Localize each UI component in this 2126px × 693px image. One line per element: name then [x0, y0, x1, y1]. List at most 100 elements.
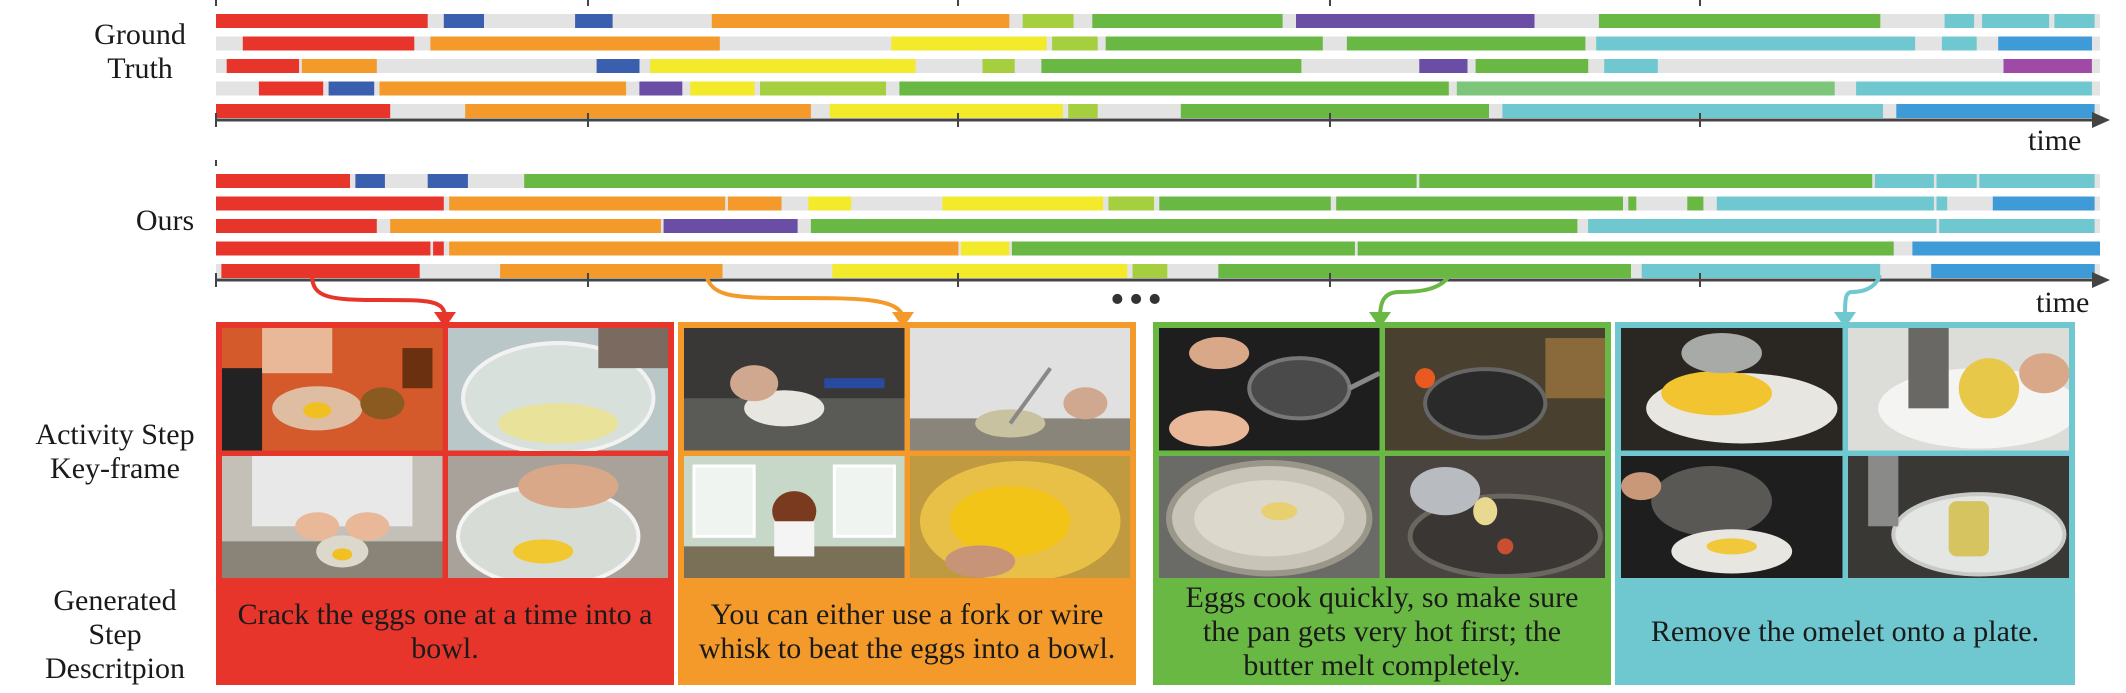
ground-truth-segment-yellow: [690, 81, 755, 96]
ground-truth-segment-blue: [443, 14, 484, 28]
step-connector-arrows: [310, 273, 1882, 328]
ground-truth-segment-magenta: [2003, 59, 2092, 73]
ground-truth-segment-blue: [575, 14, 613, 28]
ours-segment-green: [810, 219, 1578, 233]
ours-segment-green: [1159, 196, 1331, 211]
ours-segment-orange: [449, 241, 959, 256]
ours-segment-blue: [355, 174, 385, 188]
ours-segment-lime: [1108, 196, 1154, 211]
ours-segment-yellow: [942, 196, 1104, 211]
step-panel-beat-eggs: You can either use a fork or wire whisk …: [678, 322, 1136, 685]
description-label: Generated Step Descritpion: [20, 584, 210, 686]
ground-truth-rows: [216, 14, 2100, 118]
ground-truth-segment-purple: [639, 81, 683, 96]
ours-segment-red: [216, 196, 444, 211]
keyframe-grid: [1159, 328, 1605, 578]
keyframe-image: [447, 455, 668, 578]
step-description: Eggs cook quickly, so make sure the pan …: [1185, 580, 1579, 682]
ground-truth-segment-green: [1041, 59, 1302, 73]
ours-segment-teal: [1716, 196, 1934, 211]
time-label-top: time: [2028, 124, 2081, 157]
ground-truth-segment-skyblue: [1896, 104, 2095, 118]
description-label-line2: Step: [88, 618, 142, 651]
ground-truth-segment-orange: [465, 104, 811, 118]
ground-truth-segment-teal: [2054, 14, 2095, 28]
ours-segment-yellow: [832, 264, 1128, 278]
ours-rows: [216, 174, 2100, 278]
step-panel-crack-eggs: Crack the eggs one at a time into a bowl…: [216, 322, 674, 685]
ground-truth-segment-teal: [1941, 36, 1977, 51]
ours-segment-skyblue: [1992, 196, 2095, 211]
keyframe-image: [222, 455, 443, 578]
ground-truth-segment-yellow: [829, 104, 1063, 118]
keyframe-image: [909, 328, 1130, 451]
ours-segment-skyblue: [1912, 241, 2100, 256]
segmentation-timelines: time time: [215, 0, 2110, 328]
ground-truth-segment-green: [1180, 104, 1489, 118]
ground-truth-segment-lightgreen: [1456, 81, 1835, 96]
ground-truth-segment-orange: [430, 36, 720, 51]
ours-segment-green: [1218, 264, 1631, 278]
keyframe-label-line2: Key-frame: [50, 452, 180, 485]
ground-truth-label-line1: Ground: [94, 18, 186, 51]
ours-segment-green: [524, 174, 1417, 188]
ground-truth-segment-blue: [328, 81, 375, 96]
ours-segment-teal: [1979, 174, 2095, 188]
ours-segment-green: [1011, 241, 1355, 256]
keyframe-grid: [1621, 328, 2069, 578]
ground-truth-segment-red: [226, 59, 300, 73]
ours-segment-skyblue: [1931, 264, 2095, 278]
ground-truth-segment-teal: [1502, 104, 1883, 118]
ground-truth-segment-green: [1598, 14, 1881, 28]
keyframe-image: [909, 455, 1130, 578]
step-description: You can either use a fork or wire whisk …: [698, 597, 1116, 665]
keyframe-image: [1621, 328, 1843, 451]
step-description: Crack the eggs one at a time into a bowl…: [237, 597, 653, 665]
ground-truth-segment-green: [899, 81, 1449, 96]
time-label-bottom: time: [2036, 286, 2089, 319]
ours-segment-lime: [1132, 264, 1168, 278]
keyframe-image: [1384, 455, 1605, 578]
ground-truth-segment-teal: [1944, 14, 1975, 28]
ground-truth-segment-green: [1105, 36, 1323, 51]
ground-truth-segment-orange: [379, 81, 627, 96]
ground-truth-segment-teal: [1604, 59, 1658, 73]
time-axis-bottom: [215, 160, 2110, 288]
keyframe-label: Activity Step Key-frame: [10, 418, 220, 486]
ground-truth-segment-lime: [760, 81, 886, 96]
ground-truth-segment-lime: [1052, 36, 1098, 51]
step-panel-plate-omelet: Remove the omelet onto a plate.: [1615, 322, 2075, 685]
keyframe-image: [222, 328, 443, 451]
ours-segment-red: [216, 219, 377, 233]
ground-truth-segment-lime: [1068, 104, 1098, 118]
ground-truth-segment-skyblue: [1998, 36, 2092, 51]
keyframe-image: [1847, 455, 2069, 578]
ours-segment-teal: [1874, 174, 1934, 188]
ours-segment-blue: [427, 174, 468, 188]
keyframe-image: [1384, 328, 1605, 451]
ours-segment-teal: [1641, 264, 1881, 278]
ground-truth-segment-red: [216, 14, 428, 28]
ground-truth-segment-purple: [1419, 59, 1468, 73]
keyframe-image: [684, 328, 905, 451]
ours-segment-red: [433, 241, 444, 256]
description-label-line3: Descritpion: [45, 652, 185, 685]
ours-segment-red: [221, 264, 420, 278]
ours-segment-teal: [1936, 174, 1977, 188]
ground-truth-segment-red: [242, 36, 415, 51]
ground-truth-segment-red: [216, 104, 391, 118]
ours-segment-orange: [390, 219, 661, 233]
ground-truth-segment-teal: [1596, 36, 1916, 51]
ours-segment-yellow: [808, 196, 852, 211]
description-label-line1: Generated: [53, 584, 177, 617]
step-description: Remove the omelet onto a plate.: [1650, 614, 2040, 648]
ground-truth-label-line2: Truth: [107, 52, 173, 85]
keyframe-image: [1159, 455, 1380, 578]
keyframe-grid: [684, 328, 1130, 578]
ours-label: Ours: [135, 204, 195, 237]
ours-segment-green: [1357, 241, 1894, 256]
ground-truth-segment-orange: [301, 59, 377, 73]
ground-truth-segment-green: [1092, 14, 1283, 28]
ground-truth-segment-red: [258, 81, 324, 96]
ours-segment-yellow: [961, 241, 1010, 256]
